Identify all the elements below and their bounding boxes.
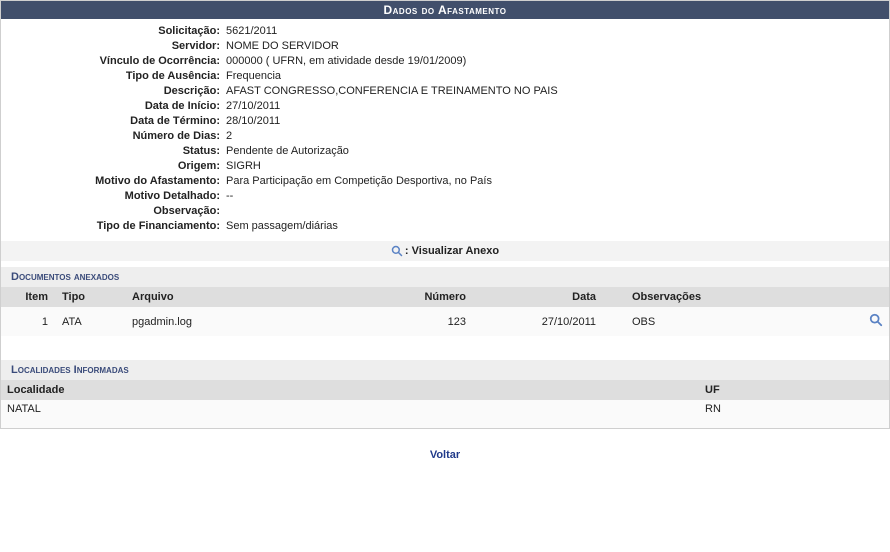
cell-tipo: ATA	[56, 307, 126, 336]
label-data-inicio: Data de Início:	[9, 100, 224, 112]
label-motivo: Motivo do Afastamento:	[9, 175, 224, 187]
col-item: Item	[1, 287, 56, 307]
col-arquivo: Arquivo	[126, 287, 376, 307]
value-servidor: NOME DO SERVIDOR	[224, 40, 881, 52]
label-tipo-financiamento: Tipo de Financiamento:	[9, 220, 224, 232]
cell-numero: 123	[376, 307, 506, 336]
label-data-termino: Data de Término:	[9, 115, 224, 127]
cell-item: 1	[1, 307, 56, 336]
section-localidades-title: Localidades Informadas	[1, 360, 889, 380]
value-data-termino: 28/10/2011	[224, 115, 881, 127]
label-status: Status:	[9, 145, 224, 157]
table-row: 1 ATA pgadmin.log 123 27/10/2011 OBS	[1, 307, 889, 336]
section-anexados-title: Documentos anexados	[1, 267, 889, 287]
value-motivo-detalhado: --	[224, 190, 881, 202]
cell-uf: RN	[699, 400, 889, 418]
label-tipo-ausencia: Tipo de Ausência:	[9, 70, 224, 82]
value-status: Pendente de Autorização	[224, 145, 881, 157]
label-descricao: Descrição:	[9, 85, 224, 97]
panel-title: Dados do Afastamento	[1, 1, 889, 19]
label-motivo-detalhado: Motivo Detalhado:	[9, 190, 224, 202]
table-row: NATAL RN	[1, 400, 889, 418]
value-observacao	[224, 205, 881, 217]
value-tipo-financiamento: Sem passagem/diárias	[224, 220, 881, 232]
value-tipo-ausencia: Frequencia	[224, 70, 881, 82]
value-data-inicio: 27/10/2011	[224, 100, 881, 112]
value-origem: SIGRH	[224, 160, 881, 172]
col-obs: Observações	[626, 287, 859, 307]
value-descricao: AFAST CONGRESSO,CONFERENCIA E TREINAMENT…	[224, 85, 881, 97]
value-num-dias: 2	[224, 130, 881, 142]
localidades-table: Localidade UF NATAL RN	[1, 380, 889, 418]
col-localidade: Localidade	[1, 380, 699, 400]
label-num-dias: Número de Dias:	[9, 130, 224, 142]
col-tipo: Tipo	[56, 287, 126, 307]
col-data: Data	[506, 287, 626, 307]
view-anexo-icon[interactable]	[869, 313, 883, 327]
label-servidor: Servidor:	[9, 40, 224, 52]
details-block: Solicitação:5621/2011 Servidor:NOME DO S…	[1, 19, 889, 237]
label-vinculo: Vínculo de Ocorrência:	[9, 55, 224, 67]
cell-data: 27/10/2011	[506, 307, 626, 336]
label-solicitacao: Solicitação:	[9, 25, 224, 37]
magnifier-icon	[391, 245, 403, 257]
col-uf: UF	[699, 380, 889, 400]
value-vinculo: 000000 ( UFRN, em atividade desde 19/01/…	[224, 55, 881, 67]
cell-arquivo: pgadmin.log	[126, 307, 376, 336]
value-motivo: Para Participação em Competição Desporti…	[224, 175, 881, 187]
value-solicitacao: 5621/2011	[224, 25, 881, 37]
anexados-table: Item Tipo Arquivo Número Data Observaçõe…	[1, 287, 889, 336]
col-numero: Número	[376, 287, 506, 307]
cell-localidade: NATAL	[1, 400, 699, 418]
col-action	[859, 287, 889, 307]
legend-text: : Visualizar Anexo	[405, 245, 499, 257]
legend-bar: : Visualizar Anexo	[1, 241, 889, 261]
label-origem: Origem:	[9, 160, 224, 172]
label-observacao: Observação:	[9, 205, 224, 217]
voltar-link[interactable]: Voltar	[430, 449, 460, 461]
cell-obs: OBS	[626, 307, 859, 336]
